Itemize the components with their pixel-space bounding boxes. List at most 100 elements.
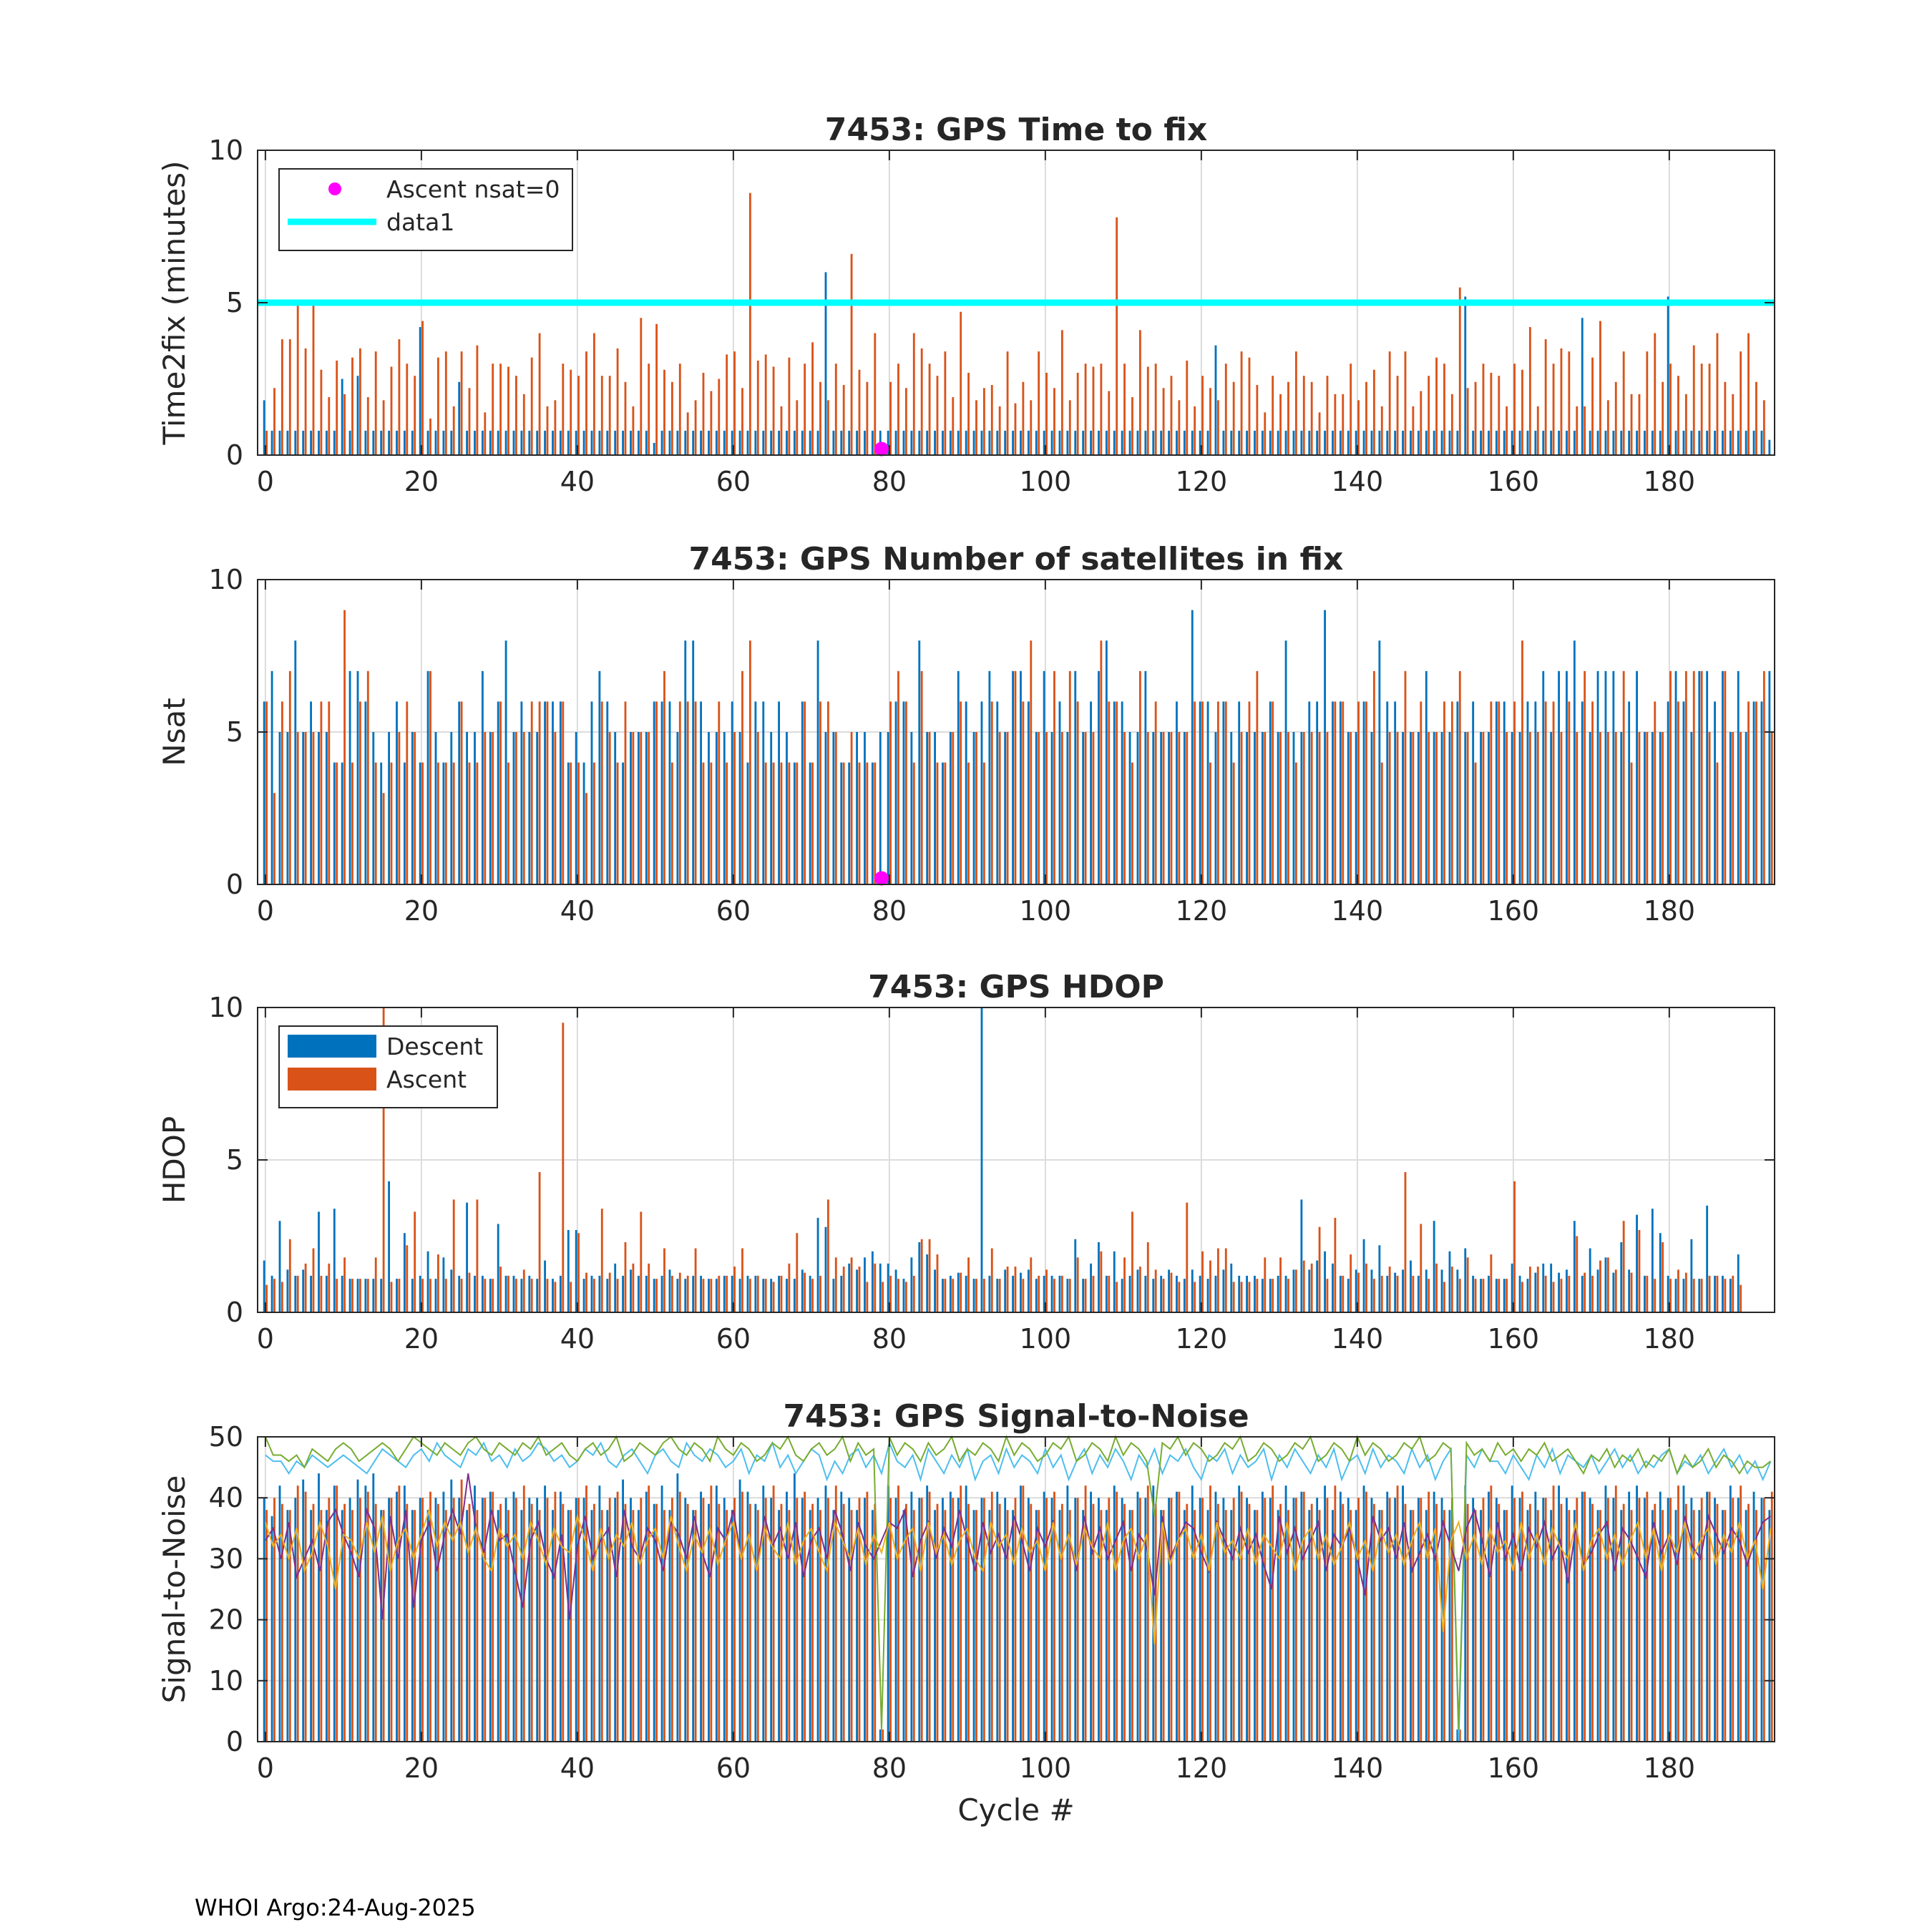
bar	[1264, 1257, 1267, 1312]
bar	[1745, 732, 1747, 884]
bar	[772, 762, 775, 884]
bar	[1365, 1491, 1367, 1742]
bar	[1230, 1510, 1233, 1742]
bar	[492, 1491, 494, 1742]
y-tick-label: 5	[226, 287, 243, 318]
bar	[840, 762, 843, 884]
bar	[850, 1257, 853, 1312]
bar	[614, 732, 617, 884]
bar	[318, 430, 320, 455]
bar	[1372, 1279, 1375, 1312]
bar	[1355, 1269, 1357, 1312]
bar	[1365, 1263, 1367, 1312]
bar	[380, 1279, 383, 1312]
bar	[1396, 1485, 1399, 1742]
bar	[748, 1279, 751, 1312]
bar	[1178, 400, 1181, 455]
bar	[1638, 732, 1641, 884]
bar	[1674, 670, 1677, 884]
bar	[1425, 1269, 1428, 1312]
bar	[902, 1510, 905, 1742]
bar	[1534, 1272, 1537, 1312]
bar	[1144, 1275, 1147, 1312]
bar	[577, 1498, 580, 1742]
bar	[1412, 1275, 1415, 1312]
bar	[429, 418, 431, 455]
bar	[1162, 732, 1165, 884]
bar	[1045, 732, 1048, 884]
bar	[497, 1510, 499, 1742]
bar	[754, 1503, 757, 1742]
bar	[1248, 357, 1251, 455]
bar	[1090, 1263, 1092, 1312]
bar	[1191, 1269, 1194, 1312]
bar	[1294, 1498, 1297, 1742]
bar	[600, 376, 603, 455]
bar	[780, 1503, 783, 1742]
bar	[741, 388, 743, 455]
bar	[1420, 391, 1423, 455]
bar	[1488, 430, 1490, 455]
x-axis-label: Cycle #	[957, 1792, 1074, 1828]
bar	[1614, 381, 1617, 455]
bar	[622, 1275, 625, 1312]
x-tick-label: 100	[1020, 466, 1072, 497]
bar	[1108, 1275, 1111, 1312]
bar	[288, 1239, 291, 1312]
bar	[811, 1503, 814, 1742]
bar	[1612, 670, 1615, 884]
bar	[1568, 351, 1571, 455]
x-axis: 0 20 40 60 80 100 120 140 160 180	[257, 1008, 1695, 1355]
bar	[858, 1498, 861, 1742]
bar	[1458, 670, 1461, 884]
bar	[920, 348, 923, 455]
bar	[341, 1275, 343, 1312]
bar	[336, 1279, 338, 1312]
bar	[1020, 1272, 1022, 1312]
bar	[1636, 430, 1638, 455]
bar	[411, 732, 414, 884]
bar	[398, 1485, 401, 1742]
bar	[910, 1257, 913, 1312]
bar	[1232, 1282, 1235, 1312]
bar	[1456, 430, 1459, 455]
x-tick-label: 160	[1488, 895, 1540, 927]
bar	[1136, 430, 1139, 455]
bar	[975, 732, 977, 884]
bar	[1370, 1269, 1373, 1312]
bar	[1113, 1251, 1116, 1312]
y-tick-label: 10	[209, 1665, 243, 1697]
bar	[468, 388, 471, 455]
bar	[1698, 670, 1701, 884]
bar	[536, 1279, 539, 1312]
x-tick-label: 140	[1332, 1323, 1384, 1355]
bar	[1682, 701, 1685, 884]
bar	[1326, 732, 1329, 884]
bar	[1714, 1498, 1716, 1742]
series-ascent	[265, 1008, 1742, 1312]
bar	[1300, 1199, 1303, 1312]
bar	[648, 1485, 650, 1742]
bar	[731, 1275, 733, 1312]
bar	[1651, 1510, 1654, 1742]
bar	[1566, 1269, 1568, 1312]
bar	[1162, 388, 1165, 455]
bar	[670, 1498, 673, 1742]
bar	[1677, 701, 1679, 884]
bar	[1100, 640, 1103, 884]
bar	[304, 1491, 307, 1742]
bar	[1261, 430, 1264, 455]
bar	[1410, 1260, 1412, 1312]
bar	[1020, 430, 1022, 455]
bar	[270, 670, 273, 884]
bar	[1410, 732, 1412, 884]
bar	[1646, 1275, 1649, 1312]
bar	[770, 732, 773, 884]
bar	[1082, 1510, 1085, 1742]
bar	[824, 1485, 827, 1742]
bar	[1269, 701, 1272, 884]
bar	[1606, 732, 1609, 884]
bar	[452, 1498, 455, 1742]
bar	[1606, 1498, 1609, 1742]
